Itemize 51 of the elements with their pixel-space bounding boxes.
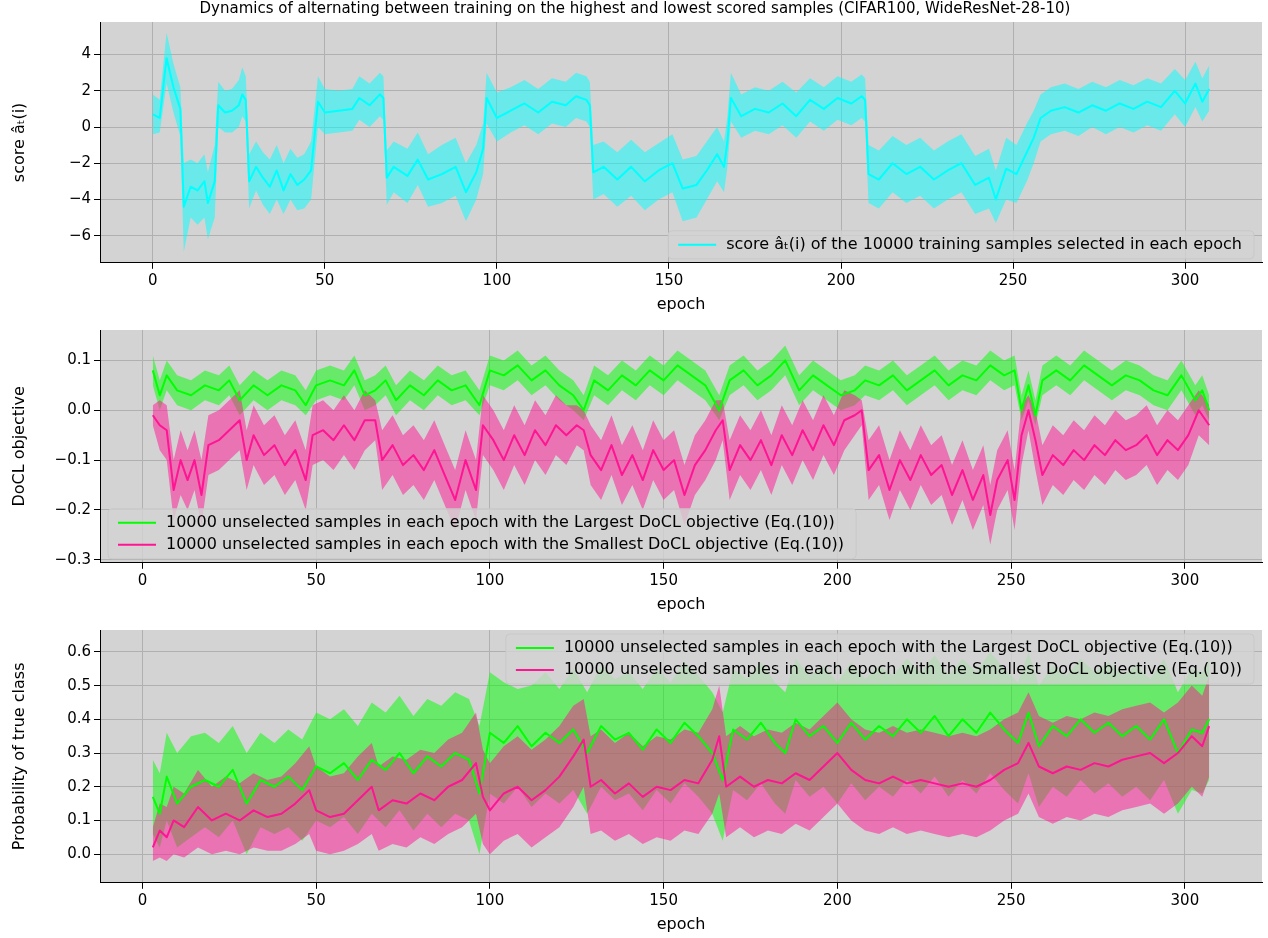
x-tick-label: 100	[482, 270, 512, 289]
x-tick-label: 250	[996, 890, 1026, 909]
y-tick-label: −2	[68, 153, 91, 172]
y-tick-label: −0.1	[54, 450, 91, 468]
y-tick-label: 4	[81, 44, 91, 63]
x-axis-title: epoch	[656, 293, 706, 313]
x-tick-label: 250	[998, 270, 1028, 289]
y-tick-label: 0.5	[67, 675, 91, 694]
x-tick-label: 100	[475, 570, 505, 589]
y-tick-label: 0.6	[67, 641, 91, 660]
x-axis-title: epoch	[656, 593, 706, 613]
x-tick-label: 200	[823, 570, 852, 589]
legend-label: 10000 unselected samples in each epoch with the Largest DoCL objective (Eq.(10))	[166, 511, 835, 531]
x-tick-label: 300	[1170, 270, 1200, 289]
x-tick-label: 300	[1170, 570, 1200, 589]
x-tick-label: 150	[654, 270, 684, 289]
x-tick-label: 100	[475, 890, 505, 909]
y-tick-label: 2	[81, 80, 91, 99]
y-tick-label: 0.4	[67, 709, 91, 728]
y-tick-label: −4	[68, 189, 91, 208]
y-tick-label: 0	[81, 116, 91, 135]
y-axis-title: score âₜ(i)	[8, 102, 28, 183]
x-tick-label: 200	[826, 270, 856, 289]
y-axis-title: DoCL objective	[8, 386, 28, 507]
y-tick-label: 0.0	[67, 400, 91, 419]
x-tick-label: 150	[649, 890, 678, 909]
y-tick-label: 0.1	[67, 810, 91, 829]
y-axis-title: Probability of true class	[8, 662, 28, 851]
legend-label: 10000 unselected samples in each epoch with the Smallest DoCL objective (Eq.(10))	[563, 659, 1243, 679]
y-tick-label: −0.3	[54, 549, 91, 568]
x-tick-label: 0	[137, 570, 148, 589]
legend-label: 10000 unselected samples in each epoch with the Largest DoCL objective (Eq.(10))	[563, 637, 1233, 657]
legend-label: score âₜ(i) of the 10000 training samples selected in each epoch	[726, 233, 1242, 253]
x-tick-label: 300	[1170, 890, 1200, 909]
y-tick-label: −6	[68, 225, 91, 244]
x-tick-label: 250	[996, 570, 1026, 589]
y-tick-label: 0.2	[67, 776, 91, 795]
y-tick-label: 0.1	[67, 350, 91, 369]
x-tick-label: 0	[148, 270, 158, 289]
x-tick-label: 150	[649, 570, 678, 589]
y-tick-label: −0.2	[54, 499, 91, 518]
x-tick-label: 50	[315, 270, 335, 289]
x-tick-label: 50	[306, 570, 326, 589]
y-tick-label: 0.3	[67, 742, 91, 761]
x-tick-label: 200	[823, 890, 852, 909]
legend-label: 10000 unselected samples in each epoch with the Smallest DoCL objective (Eq.(10))	[166, 533, 845, 553]
x-tick-label: 0	[137, 890, 148, 909]
x-tick-label: 50	[306, 890, 326, 909]
x-axis-title: epoch	[656, 913, 706, 933]
y-tick-label: 0.0	[67, 844, 91, 863]
chart-title: Dynamics of alternating between training on the highest and lowest scored samples (CIFAR100, WideResNet-28-10)	[199, 0, 1071, 17]
